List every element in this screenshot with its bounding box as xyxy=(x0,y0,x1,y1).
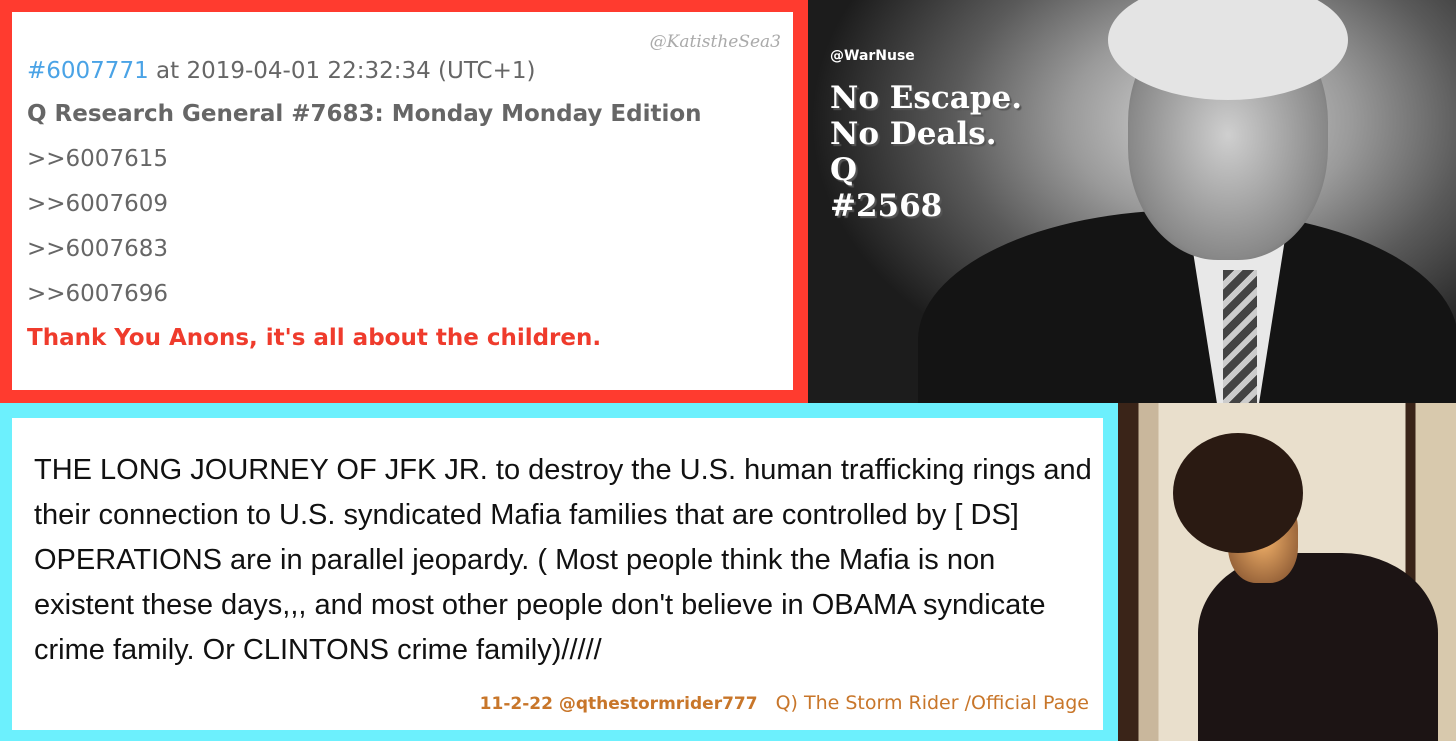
hair-shape xyxy=(1173,433,1303,553)
tie-shape xyxy=(1223,270,1257,403)
q-post-panel: @KatistheSea3 #6007771 at 2019-04-01 22:… xyxy=(0,0,808,403)
post-ref[interactable]: >>6007615 xyxy=(27,146,168,172)
post-ref[interactable]: >>6007696 xyxy=(27,281,168,307)
post-message: Thank You Anons, it's all about the chil… xyxy=(27,325,602,351)
portrait-photo: @WarNuse No Escape. No Deals. Q #2568 xyxy=(808,0,1456,403)
post-ref[interactable]: >>6007609 xyxy=(27,191,168,217)
photo-credit: @WarNuse xyxy=(830,48,915,64)
body-shape xyxy=(1198,553,1438,741)
story-panel: THE LONG JOURNEY OF JFK JR. to destroy t… xyxy=(0,403,1118,741)
credit-date-handle: 11-2-22 @qthestormrider777 xyxy=(479,694,758,714)
thread-title: Q Research General #7683: Monday Monday … xyxy=(27,101,702,127)
story-text: THE LONG JOURNEY OF JFK JR. to destroy t… xyxy=(34,454,1092,666)
post-timestamp: at 2019-04-01 22:32:34 (UTC+1) xyxy=(156,58,536,84)
silhouette-photo xyxy=(1118,403,1456,741)
hair-shape xyxy=(1108,0,1348,100)
post-header: #6007771 at 2019-04-01 22:32:34 (UTC+1) xyxy=(27,58,536,84)
caption-line: Q xyxy=(830,152,858,188)
story-card: THE LONG JOURNEY OF JFK JR. to destroy t… xyxy=(12,418,1103,730)
credit-page: Q) The Storm Rider /Official Page xyxy=(775,692,1089,714)
caption-line: #2568 xyxy=(830,188,943,224)
post-ref[interactable]: >>6007683 xyxy=(27,236,168,262)
post-id-link[interactable]: #6007771 xyxy=(27,58,149,84)
watermark: @KatistheSea3 xyxy=(649,32,781,52)
caption-line: No Deals. xyxy=(830,116,997,152)
photo-caption: No Escape. No Deals. Q #2568 xyxy=(830,80,1022,224)
caption-line: No Escape. xyxy=(830,80,1023,116)
story-credit: 11-2-22 @qthestormrider777 Q) The Storm R… xyxy=(480,692,1089,714)
q-post-card: @KatistheSea3 #6007771 at 2019-04-01 22:… xyxy=(12,12,793,390)
